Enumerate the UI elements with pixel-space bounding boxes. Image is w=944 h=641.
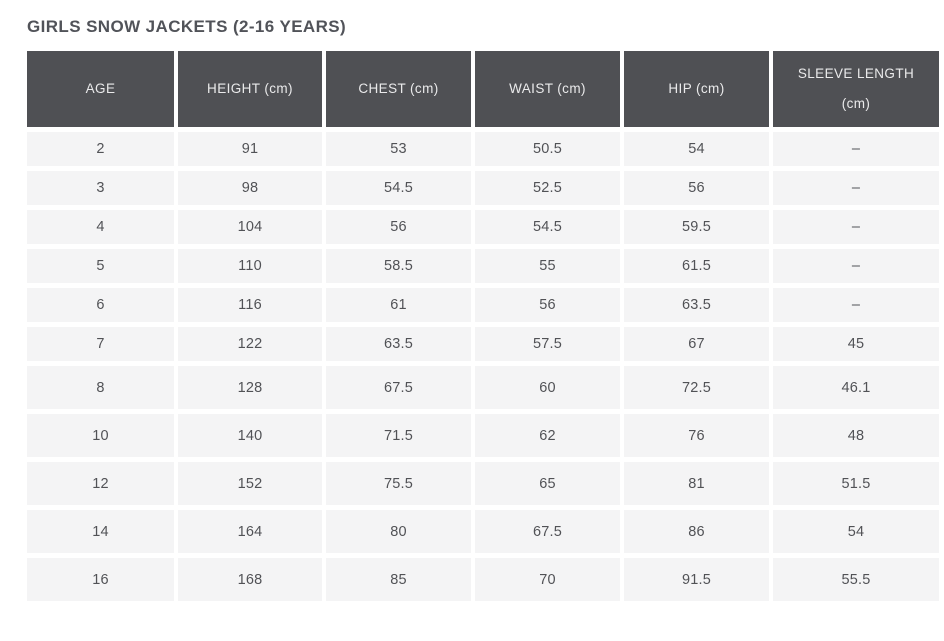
table-cell: 104 [178, 210, 322, 244]
table-cell: 50.5 [475, 132, 620, 166]
table-cell: 8 [27, 366, 174, 409]
table-cell: – [773, 132, 939, 166]
table-cell: 164 [178, 510, 322, 553]
table-cell: 67.5 [475, 510, 620, 553]
table-cell: 80 [326, 510, 471, 553]
table-cell: 61 [326, 288, 471, 322]
table-cell: 61.5 [624, 249, 769, 283]
column-header: HIP (cm) [624, 51, 769, 127]
table-cell: 62 [475, 414, 620, 457]
table-cell: 152 [178, 462, 322, 505]
table-cell: 91.5 [624, 558, 769, 601]
table-cell: 48 [773, 414, 939, 457]
table-row: 12 152 75.5 65 81 51.5 [27, 462, 939, 505]
table-cell: 14 [27, 510, 174, 553]
table-cell: 53 [326, 132, 471, 166]
table-cell: 128 [178, 366, 322, 409]
column-header-label: AGE [85, 81, 116, 97]
table-cell: 6 [27, 288, 174, 322]
table-cell: 116 [178, 288, 322, 322]
column-header: SLEEVE LENGTH (cm) [773, 51, 939, 127]
table-cell: – [773, 288, 939, 322]
table-row: 6 116 61 56 63.5– [27, 288, 939, 322]
table-cell: 168 [178, 558, 322, 601]
table-cell: 3 [27, 171, 174, 205]
table-cell: 57.5 [475, 327, 620, 361]
table-cell: 54 [624, 132, 769, 166]
table-cell: 55.5 [773, 558, 939, 601]
table-row: 2 91 53 50.5 54– [27, 132, 939, 166]
table-cell: 65 [475, 462, 620, 505]
table-cell: 16 [27, 558, 174, 601]
table-cell: 56 [624, 171, 769, 205]
table-cell: 91 [178, 132, 322, 166]
column-header-label: HEIGHT (cm) [207, 81, 293, 97]
table-cell: 86 [624, 510, 769, 553]
table-cell: 140 [178, 414, 322, 457]
table-cell: 54.5 [475, 210, 620, 244]
table-cell: 122 [178, 327, 322, 361]
table-cell: 45 [773, 327, 939, 361]
column-header-label: HIP (cm) [668, 81, 725, 97]
column-header: WAIST (cm) [475, 51, 620, 127]
table-cell: 46.1 [773, 366, 939, 409]
table-cell: – [773, 249, 939, 283]
column-header: CHEST (cm) [326, 51, 471, 127]
table-cell: 70 [475, 558, 620, 601]
table-cell: 12 [27, 462, 174, 505]
column-header: HEIGHT (cm) [178, 51, 322, 127]
column-header-label: CHEST (cm) [358, 81, 439, 97]
table-cell: 81 [624, 462, 769, 505]
table-cell: 51.5 [773, 462, 939, 505]
table-cell: 75.5 [326, 462, 471, 505]
table-cell: 71.5 [326, 414, 471, 457]
table-cell: 4 [27, 210, 174, 244]
table-cell: 52.5 [475, 171, 620, 205]
column-header-label: WAIST (cm) [509, 81, 586, 97]
table-cell: 67.5 [326, 366, 471, 409]
table-cell: 10 [27, 414, 174, 457]
size-guide-section: GIRLS SNOW JACKETS (2-16 YEARS) AGE HEIGH… [23, 17, 943, 606]
table-row: 14 164 80 67.5 86 54 [27, 510, 939, 553]
header-row: AGE HEIGHT (cm) CHEST (cm) WAIST (cm) HIP (c… [27, 51, 939, 127]
table-cell: 5 [27, 249, 174, 283]
table-cell: – [773, 210, 939, 244]
size-table-body: 2 91 53 50.5 54–3 98 54.5 52.5 56–4 104 56 54.5 59.5… [27, 132, 939, 601]
table-row: 3 98 54.5 52.5 56– [27, 171, 939, 205]
table-cell: 63.5 [624, 288, 769, 322]
table-row: 4 104 56 54.5 59.5– [27, 210, 939, 244]
table-cell: 59.5 [624, 210, 769, 244]
table-cell: 85 [326, 558, 471, 601]
table-cell: 55 [475, 249, 620, 283]
table-cell: 110 [178, 249, 322, 283]
table-row: 10 140 71.5 62 76 48 [27, 414, 939, 457]
table-cell: 7 [27, 327, 174, 361]
table-row: 5 110 58.5 55 61.5– [27, 249, 939, 283]
table-cell: 67 [624, 327, 769, 361]
table-cell: 54 [773, 510, 939, 553]
table-cell: 76 [624, 414, 769, 457]
table-row: 8 128 67.5 60 72.5 46.1 [27, 366, 939, 409]
size-chart-table: AGE HEIGHT (cm) CHEST (cm) WAIST (cm) HIP (c… [23, 46, 943, 606]
table-cell: 60 [475, 366, 620, 409]
table-cell: 56 [326, 210, 471, 244]
column-header-label: SLEEVE LENGTH (cm) [797, 66, 915, 111]
table-cell: – [773, 171, 939, 205]
table-row: 16 168 85 70 91.5 55.5 [27, 558, 939, 601]
table-cell: 58.5 [326, 249, 471, 283]
column-header: AGE [27, 51, 174, 127]
table-cell: 2 [27, 132, 174, 166]
table-row: 7 122 63.5 57.5 67 45 [27, 327, 939, 361]
table-cell: 56 [475, 288, 620, 322]
table-cell: 63.5 [326, 327, 471, 361]
table-cell: 72.5 [624, 366, 769, 409]
table-cell: 54.5 [326, 171, 471, 205]
size-chart-title: GIRLS SNOW JACKETS (2-16 YEARS) [27, 17, 347, 36]
table-cell: 98 [178, 171, 322, 205]
